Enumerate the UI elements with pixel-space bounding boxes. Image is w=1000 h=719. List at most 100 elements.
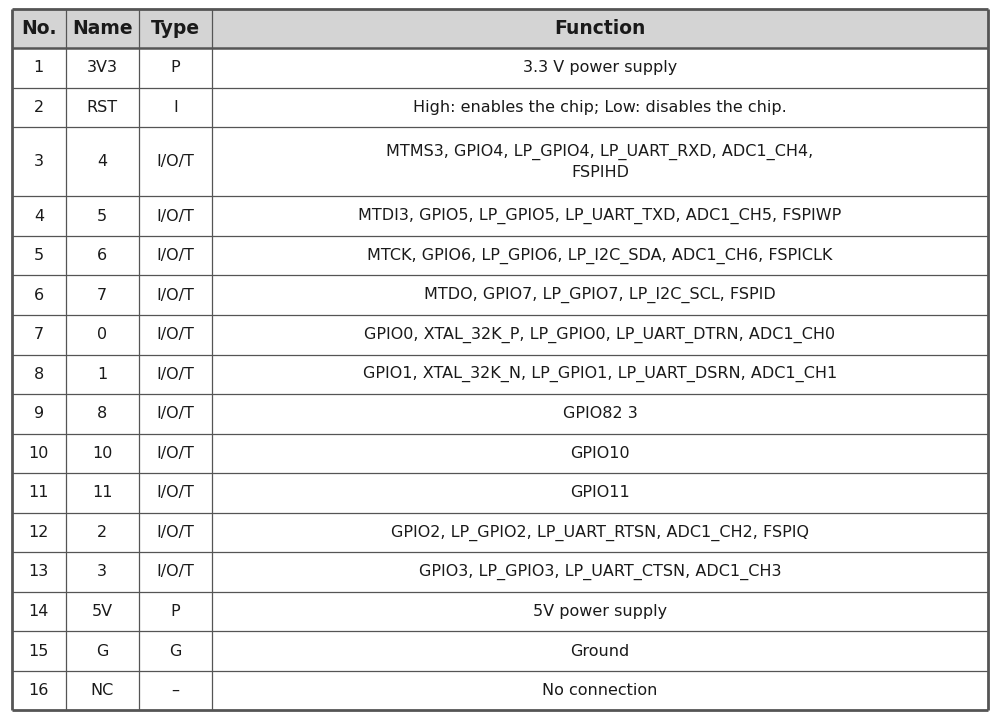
Bar <box>12 592 66 631</box>
Text: 3.3 V power supply: 3.3 V power supply <box>523 60 677 75</box>
Text: Name: Name <box>72 19 133 38</box>
Bar <box>12 236 66 275</box>
Text: NC: NC <box>91 683 114 698</box>
Bar <box>212 631 988 671</box>
Bar <box>66 9 139 48</box>
Bar <box>12 196 66 236</box>
Text: G: G <box>169 644 182 659</box>
Bar <box>139 552 212 592</box>
Text: 3: 3 <box>97 564 107 580</box>
Bar <box>66 88 139 127</box>
Bar <box>212 88 988 127</box>
Text: Function: Function <box>554 19 646 38</box>
Bar <box>212 434 988 473</box>
Bar <box>66 394 139 434</box>
Text: GPIO3, LP_GPIO3, LP_UART_CTSN, ADC1_CH3: GPIO3, LP_GPIO3, LP_UART_CTSN, ADC1_CH3 <box>419 564 781 580</box>
Bar <box>212 513 988 552</box>
Text: MTMS3, GPIO4, LP_GPIO4, LP_UART_RXD, ADC1_CH4,
FSPIHD: MTMS3, GPIO4, LP_GPIO4, LP_UART_RXD, ADC… <box>386 144 814 180</box>
Text: 5V: 5V <box>92 604 113 619</box>
Bar <box>139 434 212 473</box>
Text: 8: 8 <box>34 367 44 382</box>
Bar <box>139 48 212 88</box>
Bar <box>66 513 139 552</box>
Text: I/O/T: I/O/T <box>157 327 194 342</box>
Bar <box>12 631 66 671</box>
Text: MTCK, GPIO6, LP_GPIO6, LP_I2C_SDA, ADC1_CH6, FSPICLK: MTCK, GPIO6, LP_GPIO6, LP_I2C_SDA, ADC1_… <box>367 247 833 264</box>
Text: RST: RST <box>87 100 118 115</box>
Text: G: G <box>96 644 108 659</box>
Text: 5: 5 <box>34 248 44 263</box>
Text: 14: 14 <box>29 604 49 619</box>
Text: 1: 1 <box>97 367 107 382</box>
Bar <box>212 671 988 710</box>
Text: 5: 5 <box>97 209 107 224</box>
Bar <box>139 236 212 275</box>
Text: High: enables the chip; Low: disables the chip.: High: enables the chip; Low: disables th… <box>413 100 787 115</box>
Bar <box>66 434 139 473</box>
Bar <box>139 473 212 513</box>
Text: 4: 4 <box>97 155 107 170</box>
Text: –: – <box>171 683 179 698</box>
Text: 10: 10 <box>92 446 112 461</box>
Bar <box>12 434 66 473</box>
Bar <box>66 552 139 592</box>
Bar <box>212 552 988 592</box>
Text: GPIO10: GPIO10 <box>570 446 630 461</box>
Text: GPIO2, LP_GPIO2, LP_UART_RTSN, ADC1_CH2, FSPIQ: GPIO2, LP_GPIO2, LP_UART_RTSN, ADC1_CH2,… <box>391 524 809 541</box>
Bar <box>12 127 66 196</box>
Bar <box>212 592 988 631</box>
Bar <box>12 671 66 710</box>
Text: 10: 10 <box>29 446 49 461</box>
Bar <box>212 127 988 196</box>
Text: 7: 7 <box>34 327 44 342</box>
Bar <box>139 315 212 354</box>
Bar <box>12 354 66 394</box>
Bar <box>139 354 212 394</box>
Text: I/O/T: I/O/T <box>157 446 194 461</box>
Bar <box>66 631 139 671</box>
Bar <box>66 671 139 710</box>
Text: 13: 13 <box>29 564 49 580</box>
Text: No.: No. <box>21 19 57 38</box>
Text: I/O/T: I/O/T <box>157 248 194 263</box>
Text: GPIO0, XTAL_32K_P, LP_GPIO0, LP_UART_DTRN, ADC1_CH0: GPIO0, XTAL_32K_P, LP_GPIO0, LP_UART_DTR… <box>364 326 836 343</box>
Text: I/O/T: I/O/T <box>157 406 194 421</box>
Bar <box>212 9 988 48</box>
Text: 8: 8 <box>97 406 107 421</box>
Bar <box>212 236 988 275</box>
Text: I/O/T: I/O/T <box>157 525 194 540</box>
Text: 3V3: 3V3 <box>87 60 118 75</box>
Text: 11: 11 <box>92 485 113 500</box>
Text: I: I <box>173 100 178 115</box>
Bar <box>139 631 212 671</box>
Bar <box>12 88 66 127</box>
Bar <box>139 513 212 552</box>
Bar <box>66 127 139 196</box>
Bar <box>212 275 988 315</box>
Bar <box>66 473 139 513</box>
Bar <box>66 196 139 236</box>
Text: GPIO11: GPIO11 <box>570 485 630 500</box>
Bar <box>139 127 212 196</box>
Bar <box>139 671 212 710</box>
Text: 4: 4 <box>34 209 44 224</box>
Text: 3: 3 <box>34 155 44 170</box>
Bar <box>12 9 66 48</box>
Text: 7: 7 <box>97 288 107 303</box>
Text: 11: 11 <box>29 485 49 500</box>
Bar <box>139 9 212 48</box>
Text: I/O/T: I/O/T <box>157 485 194 500</box>
Text: Type: Type <box>151 19 200 38</box>
Bar <box>212 48 988 88</box>
Text: 6: 6 <box>97 248 107 263</box>
Bar <box>212 315 988 354</box>
Bar <box>66 275 139 315</box>
Bar <box>12 275 66 315</box>
Bar <box>212 394 988 434</box>
Text: 15: 15 <box>29 644 49 659</box>
Bar <box>139 275 212 315</box>
Bar <box>66 48 139 88</box>
Bar <box>12 473 66 513</box>
Text: 9: 9 <box>34 406 44 421</box>
Text: 12: 12 <box>29 525 49 540</box>
